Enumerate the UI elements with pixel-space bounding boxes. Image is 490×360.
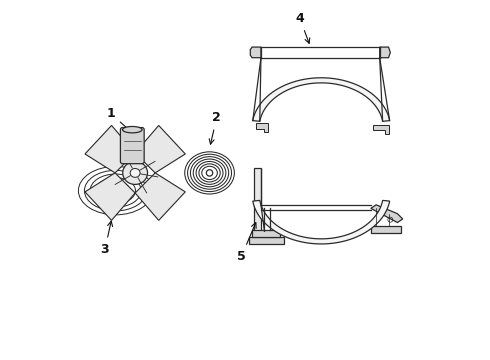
Polygon shape [371,205,403,222]
Polygon shape [256,123,268,132]
Polygon shape [135,173,185,220]
Ellipse shape [122,161,147,184]
Polygon shape [254,168,261,233]
Polygon shape [253,201,390,244]
Text: 4: 4 [295,12,310,43]
Polygon shape [135,125,185,173]
FancyBboxPatch shape [121,127,144,164]
Ellipse shape [130,168,140,177]
Ellipse shape [122,126,142,133]
Polygon shape [248,237,284,244]
Text: 5: 5 [237,223,256,263]
Polygon shape [250,47,261,58]
Text: 1: 1 [107,107,131,132]
Polygon shape [85,125,135,173]
Polygon shape [85,173,135,220]
Polygon shape [372,125,389,134]
Polygon shape [371,226,401,233]
Text: 3: 3 [100,221,113,256]
Polygon shape [380,47,391,58]
Polygon shape [252,230,280,237]
Text: 2: 2 [209,112,221,144]
Polygon shape [253,78,390,121]
